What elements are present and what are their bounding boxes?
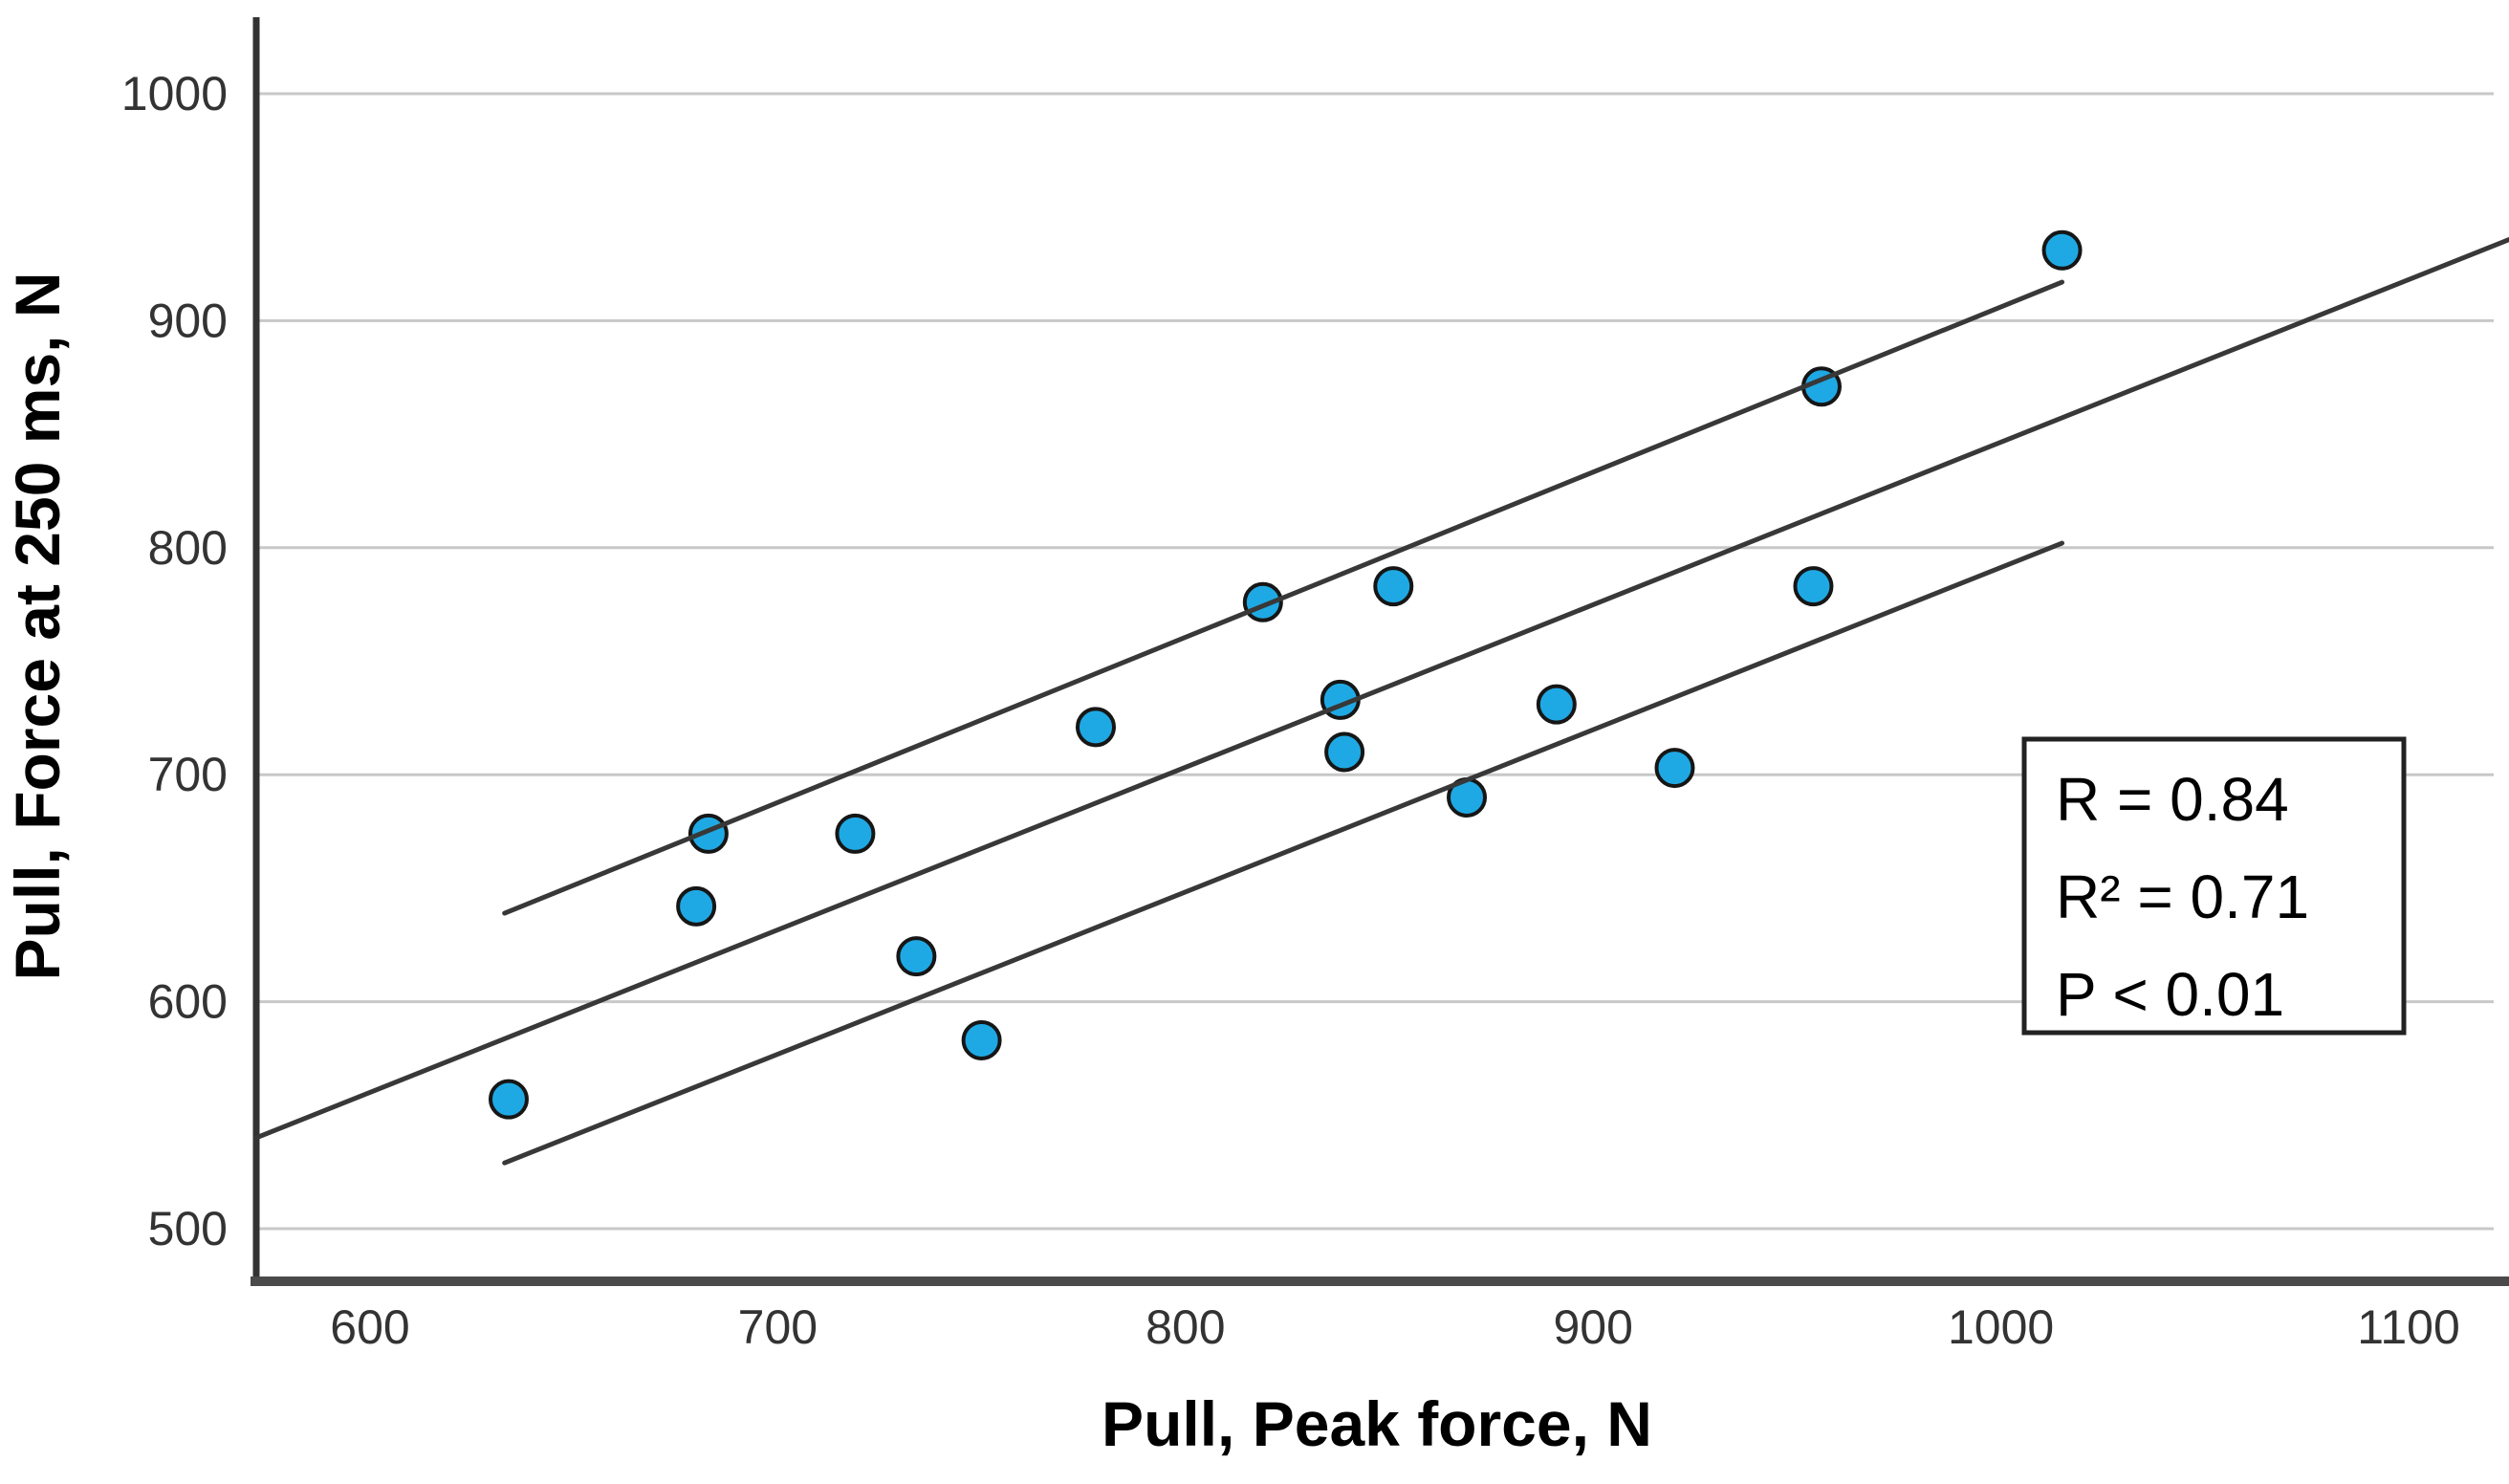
x-tick-label-1000: 1000	[1948, 1300, 2054, 1354]
data-point-14	[1793, 566, 1834, 607]
x-tick-label-700: 700	[738, 1300, 818, 1354]
data-point-10	[1373, 566, 1414, 607]
data-point-1	[676, 885, 717, 927]
y-tick-label-1000: 1000	[121, 67, 228, 120]
x-tick-label-1100: 1100	[2357, 1300, 2460, 1354]
data-point-9	[1324, 731, 1365, 773]
x-axis-title: Pull, Peak force, N	[1102, 1388, 1652, 1459]
x-tick-label-600: 600	[330, 1300, 409, 1354]
y-tick-label-700: 700	[148, 748, 228, 801]
y-tick-label-800: 800	[148, 521, 228, 575]
stats-line-r: R = 0.84	[2056, 765, 2289, 834]
gridlines	[259, 92, 2494, 1231]
y-tick-label-500: 500	[148, 1202, 228, 1255]
data-point-6	[1075, 707, 1116, 748]
x-tick-labels: 600 700 800 900 1000 1100	[330, 1300, 2459, 1354]
stats-annotation-box: R = 0.84 R² = 0.71 P < 0.01	[2021, 736, 2407, 1036]
data-point-3	[835, 813, 876, 854]
y-tick-label-600: 600	[148, 975, 228, 1029]
y-axis-title: Pull, Force at 250 ms, N	[2, 273, 73, 981]
ci-upper-line	[502, 279, 2065, 916]
y-tick-label-900: 900	[148, 294, 228, 347]
y-tick-labels: 1000 900 800 700 600 500	[121, 67, 228, 1255]
data-point-0	[488, 1079, 529, 1120]
data-point-13	[1654, 748, 1695, 789]
data-points	[488, 229, 2083, 1120]
regression-line	[253, 236, 2509, 1141]
ci-lower-line	[502, 540, 2065, 1166]
axes	[251, 17, 2509, 1286]
data-point-12	[1536, 684, 1577, 725]
stats-line-r2: R² = 0.71	[2056, 862, 2309, 931]
stats-box-border	[2021, 736, 2407, 1036]
data-point-4	[896, 936, 937, 977]
x-tick-label-800: 800	[1145, 1300, 1225, 1354]
data-point-16	[2041, 229, 2083, 271]
stats-line-p: P < 0.01	[2056, 960, 2284, 1029]
fit-lines	[253, 236, 2509, 1166]
x-tick-label-900: 900	[1553, 1300, 1632, 1354]
data-point-5	[961, 1019, 1002, 1060]
